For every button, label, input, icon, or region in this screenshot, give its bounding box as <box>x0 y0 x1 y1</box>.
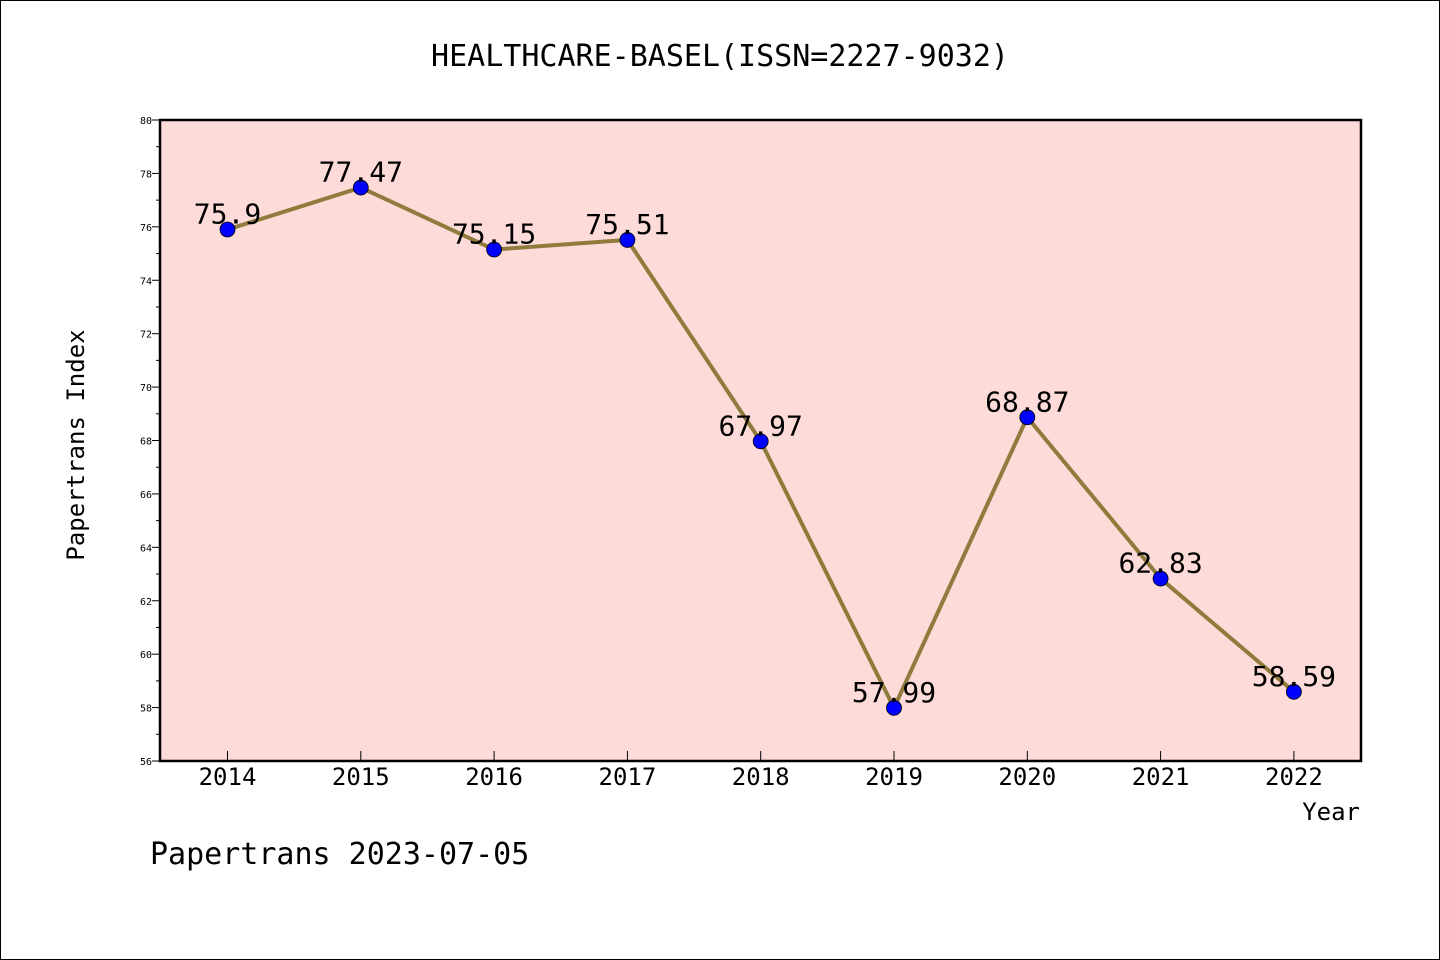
y-tick-label: 78 <box>140 169 152 180</box>
x-tick-label: 2022 <box>1265 763 1323 791</box>
chart-title: HEALTHCARE-BASEL(ISSN=2227-9032) <box>431 39 1009 74</box>
data-label: 75.51 <box>585 208 669 241</box>
x-tick-label: 2014 <box>199 763 257 791</box>
x-axis: 2014 2015 2016 2017 2018 2019 2020 2021 2022 <box>199 751 1323 791</box>
data-label: 57.99 <box>852 676 936 709</box>
data-label: 68.87 <box>985 385 1069 418</box>
data-point <box>219 221 236 238</box>
series-group: 75.9 77.47 75.15 75.51 67.97 57.99 68.87 62.83 5… <box>194 156 1336 716</box>
x-tick-label: 2015 <box>332 763 390 791</box>
y-tick-label: 64 <box>140 543 152 554</box>
x-tick-label: 2016 <box>465 763 523 791</box>
x-tick-label: 2019 <box>865 763 923 791</box>
data-point <box>1152 570 1169 587</box>
y-tick-label: 72 <box>140 330 152 341</box>
data-label: 75.9 <box>194 198 261 231</box>
x-tick-label: 2021 <box>1132 763 1190 791</box>
y-tick-label: 56 <box>140 757 152 768</box>
y-tick-label: 62 <box>140 597 152 608</box>
y-axis: 56 58 60 62 64 66 68 70 72 74 76 78 80 <box>140 116 160 768</box>
data-point <box>352 179 369 196</box>
y-tick-label: 66 <box>140 490 152 501</box>
data-point <box>1286 683 1302 700</box>
data-label: 75.15 <box>452 218 536 251</box>
data-point <box>1019 409 1036 426</box>
x-tick-label: 2018 <box>732 763 790 791</box>
data-point <box>619 232 636 248</box>
y-axis-label: Papertrans Index <box>62 329 90 560</box>
data-point <box>486 241 503 258</box>
y-tick-label: 80 <box>140 116 152 127</box>
data-label: 58.59 <box>1252 660 1336 693</box>
y-tick-label: 68 <box>140 437 152 448</box>
y-tick-label: 60 <box>140 650 152 661</box>
y-tick-label: 74 <box>140 276 152 287</box>
data-point <box>886 699 902 716</box>
x-tick-label: 2020 <box>998 763 1056 791</box>
y-tick-label: 58 <box>140 704 152 715</box>
data-label: 67.97 <box>719 409 803 442</box>
data-label: 77.47 <box>319 156 403 189</box>
footer-text: Papertrans 2023-07-05 <box>150 837 529 872</box>
y-tick-label: 70 <box>140 383 152 394</box>
x-tick-label: 2017 <box>599 763 657 791</box>
data-label: 62.83 <box>1118 547 1202 580</box>
y-tick-label: 76 <box>140 223 152 234</box>
x-axis-label: Year <box>1302 798 1360 826</box>
data-point <box>752 433 769 450</box>
